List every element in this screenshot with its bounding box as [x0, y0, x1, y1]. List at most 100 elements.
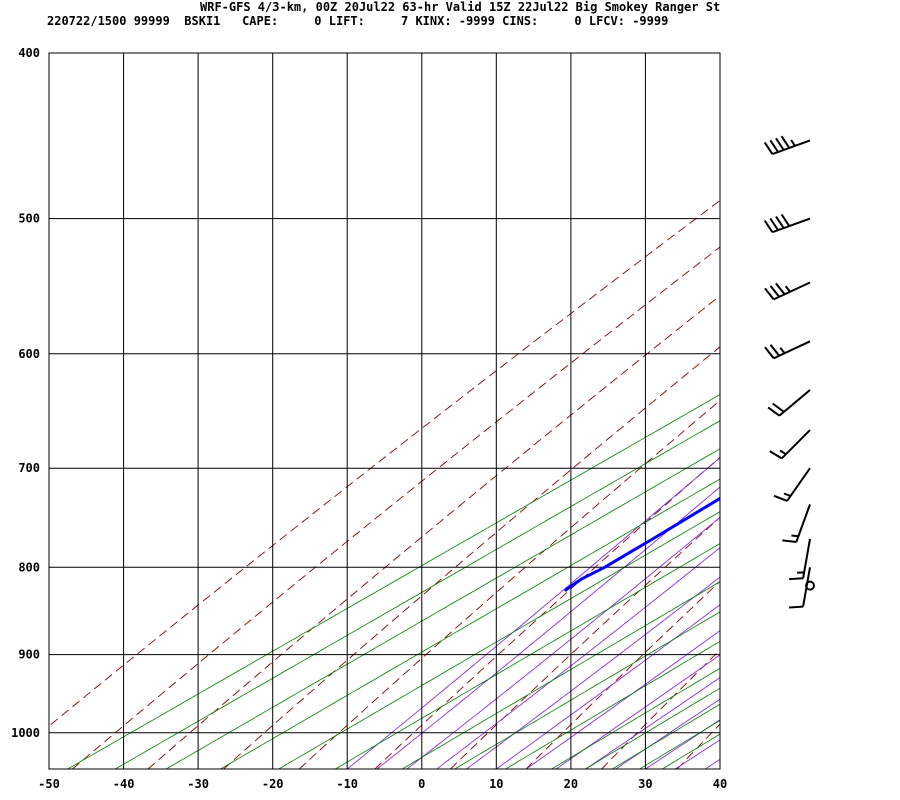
- wind-barb: [805, 580, 815, 591]
- dry-adiabat-line: [676, 723, 720, 769]
- dry-adiabat-line: [525, 580, 720, 769]
- temperature-tick-label: -10: [336, 777, 358, 791]
- pressure-tick-label: 600: [18, 347, 40, 361]
- grid: [48, 52, 721, 769]
- dry-adiabat-line: [601, 649, 720, 769]
- barb-feather: [780, 135, 791, 149]
- barb-feather: [764, 287, 775, 301]
- mixing-ratio-line: [335, 543, 720, 769]
- temperature-tick-label: 20: [564, 777, 578, 791]
- barb-feather: [769, 139, 779, 153]
- temperature-tick-label: -30: [187, 777, 209, 791]
- mixing-ratio-line: [639, 719, 720, 769]
- barb-shaft: [786, 467, 811, 502]
- dry-adiabat-line: [450, 516, 720, 769]
- dry-adiabat-line: [147, 295, 720, 769]
- wind-barb: [764, 281, 811, 301]
- barb-shaft: [795, 504, 811, 543]
- pressure-tick-label: 800: [18, 560, 40, 574]
- barb-shaft: [772, 139, 811, 156]
- barb-feather: [789, 605, 804, 609]
- barb-half-feather: [791, 534, 799, 538]
- barb-half-feather: [790, 139, 796, 147]
- calm-circle: [805, 580, 815, 591]
- barb-feather: [772, 402, 785, 413]
- sounding-profiles: [564, 140, 900, 592]
- dewpoint-profile: [564, 496, 720, 592]
- temperature-profile: [819, 140, 900, 585]
- barb-feather: [769, 217, 779, 231]
- wind-barb: [782, 504, 811, 543]
- mixing-ratio-line: [551, 667, 720, 769]
- pressure-tick-label: 1000: [11, 726, 40, 740]
- wind-barb: [773, 467, 811, 502]
- dry-adiabat-line: [72, 246, 720, 769]
- barb-shaft: [773, 340, 811, 360]
- mixing-ratio-line: [585, 687, 720, 769]
- wind-barb: [763, 213, 811, 234]
- mixing-ratio-line: [505, 640, 720, 769]
- moist-adiabat-line: [525, 630, 720, 769]
- moist-adiabat-line: [675, 739, 720, 769]
- temperature-tick-label: 30: [638, 777, 652, 791]
- station-indices-line: 220722/1500 99999 BSKI1 CAPE: 0 LIFT: 7 …: [47, 14, 669, 28]
- temperature-tick-label: -20: [262, 777, 284, 791]
- moist-adiabat-line: [406, 516, 720, 769]
- pressure-tick-label: 900: [18, 648, 40, 662]
- thermo-background: [49, 15, 900, 769]
- pressure-tick-label: 500: [18, 212, 40, 226]
- barb-half-feather: [783, 492, 791, 497]
- barb-feather: [769, 285, 780, 298]
- wind-barb: [763, 135, 811, 156]
- temperature-axis: -50 -40 -30 -20 -10 0 10 20 30 40: [38, 777, 727, 791]
- moist-adiabat-line: [496, 604, 720, 769]
- temperature-tick-label: 0: [418, 777, 425, 791]
- barb-half-feather: [784, 285, 791, 293]
- temperature-tick-label: -50: [38, 777, 60, 791]
- mixing-ratio-line: [662, 733, 720, 769]
- barb-feather: [764, 346, 775, 359]
- barb-feather: [782, 539, 797, 543]
- dry-adiabat-line: [374, 456, 720, 769]
- dry-adiabat-line: [223, 346, 720, 769]
- temperature-tick-label: -40: [113, 777, 135, 791]
- mixing-ratio-line: [611, 703, 720, 769]
- mixing-ratio-line: [454, 611, 720, 769]
- chart-title: WRF-GFS 4/3-km, 00Z 20Jul22 63-hr Valid …: [200, 0, 721, 14]
- wind-barb: [769, 429, 811, 460]
- mixing-ratio-line: [165, 448, 720, 769]
- barb-feather: [789, 577, 804, 581]
- barb-half-feather: [779, 347, 786, 354]
- barb-feather: [780, 213, 791, 227]
- barb-shaft: [778, 389, 811, 417]
- moist-adiabat-line: [376, 486, 720, 769]
- moist-adiabat-line: [615, 698, 720, 769]
- dry-adiabat-line: [753, 15, 900, 769]
- moist-adiabat-line: [346, 457, 720, 769]
- moist-adiabat-line: [704, 758, 720, 769]
- barb-shaft: [802, 538, 811, 579]
- barb-shaft: [772, 217, 811, 234]
- wind-barb: [764, 340, 811, 360]
- wind-barb: [767, 389, 811, 417]
- moist-adiabat-line: [555, 654, 720, 769]
- barb-feather: [775, 215, 785, 229]
- temperature-tick-label: 40: [713, 777, 727, 791]
- barb-shaft: [773, 281, 811, 301]
- plot-frame: [48, 52, 721, 770]
- wind-barbs: [763, 135, 815, 609]
- dry-adiabat-line: [828, 15, 900, 769]
- barb-half-feather: [779, 449, 787, 456]
- moist-adiabat-line: [585, 676, 720, 769]
- moist-adiabat-line: [645, 719, 720, 769]
- barb-feather: [763, 141, 774, 155]
- barb-feather: [763, 220, 774, 233]
- wind-barb: [789, 538, 811, 581]
- barb-shaft: [780, 429, 811, 460]
- mixing-ratio-line: [115, 420, 720, 769]
- barb-feather: [769, 344, 780, 357]
- barb-feather: [769, 450, 783, 460]
- moist-adiabat-line: [436, 547, 720, 769]
- barb-feather: [767, 406, 780, 417]
